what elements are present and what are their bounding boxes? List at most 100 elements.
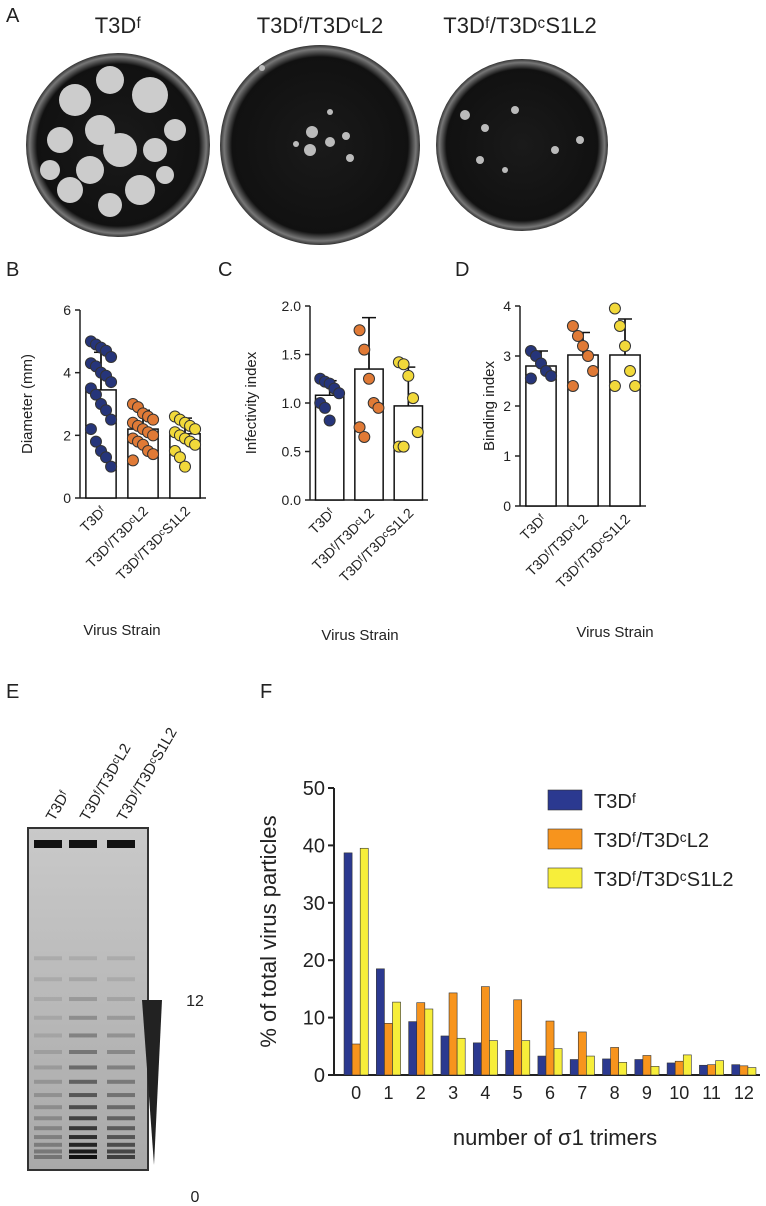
bar: [610, 1047, 619, 1076]
bar: [359, 847, 369, 1076]
bar: [602, 1058, 611, 1076]
x-tick-label: 5: [513, 1083, 523, 1103]
data-point: [147, 448, 160, 461]
x-tick-label: T3Dᶠ: [517, 511, 549, 543]
y-axis-label: Infectivity index: [243, 351, 260, 454]
y-tick-label: 30: [303, 893, 325, 915]
band: [69, 997, 97, 1002]
x-tick-label: 6: [545, 1083, 555, 1103]
band: [69, 1116, 97, 1121]
band: [69, 956, 97, 961]
data-point: [571, 330, 584, 342]
y-axis-label: % of total virus particles: [256, 815, 281, 1047]
bar: [682, 1054, 692, 1076]
band: [69, 1135, 97, 1140]
band: [107, 1050, 135, 1054]
x-tick-label: 12: [734, 1083, 754, 1103]
data-point: [397, 358, 410, 371]
data-point: [358, 343, 371, 356]
band: [107, 1142, 135, 1147]
bar: [489, 1040, 498, 1076]
panel-label: F: [260, 681, 272, 703]
band: [69, 1050, 97, 1054]
x-tick-label: 8: [610, 1083, 620, 1103]
bar: [521, 1040, 531, 1076]
band: [107, 956, 135, 961]
data-point: [84, 423, 97, 436]
band: [107, 1093, 135, 1098]
band: [34, 1116, 62, 1121]
x-axis-label: Virus Strain: [83, 622, 160, 639]
x-axis-label: Virus Strain: [321, 627, 398, 644]
band: [69, 1142, 97, 1147]
bar: [666, 1062, 676, 1076]
plate: [436, 59, 608, 231]
data-point: [566, 320, 579, 332]
y-tick-label: 4: [503, 298, 511, 314]
bar: [343, 852, 353, 1076]
band: [69, 1105, 97, 1110]
data-point: [147, 429, 160, 442]
bar: [634, 1059, 644, 1076]
data-point: [397, 440, 410, 453]
band: [69, 1155, 97, 1159]
bar: [577, 1031, 587, 1076]
band: [34, 1093, 62, 1098]
band: [107, 1126, 135, 1131]
x-tick-label: 9: [642, 1083, 652, 1103]
plate-title: T3Dᶠ/T3DᶜL2: [257, 13, 384, 38]
x-tick-label: 10: [669, 1083, 689, 1103]
panel-label: A: [6, 5, 20, 27]
x-tick-label: T3Dᶠ: [306, 505, 338, 537]
x-tick-label: 7: [577, 1083, 587, 1103]
well: [34, 840, 62, 848]
data-point: [189, 438, 202, 451]
legend-swatch: [547, 867, 583, 889]
bar: [424, 1008, 434, 1076]
band: [107, 1065, 135, 1070]
band: [34, 997, 62, 1002]
data-point: [629, 380, 642, 392]
data-point: [587, 365, 600, 377]
band: [107, 1033, 135, 1038]
well: [107, 840, 135, 848]
y-tick-label: 20: [303, 950, 325, 972]
bar: [715, 1060, 724, 1076]
bar: [456, 1037, 466, 1076]
data-point: [100, 451, 113, 464]
y-axis-label: Diameter (mm): [19, 354, 36, 454]
band: [34, 1135, 62, 1140]
bar: [392, 1001, 401, 1076]
plate-title: T3Dᶠ/T3DᶜS1L2: [443, 13, 596, 38]
bar: [609, 354, 641, 507]
panel-label: E: [6, 681, 19, 703]
bar: [545, 1020, 555, 1076]
band: [107, 1079, 135, 1084]
y-tick-label: 2.0: [282, 298, 302, 314]
data-point: [372, 401, 385, 414]
x-tick-label: T3Dᶠ/T3DᶜS1L2: [113, 503, 194, 584]
band: [34, 1155, 62, 1159]
legend-label: T3Dᶠ/T3DᶜS1L2: [594, 869, 734, 891]
band: [107, 997, 135, 1002]
band: [107, 1116, 135, 1121]
bar: [314, 394, 345, 501]
band: [69, 977, 97, 982]
data-point: [189, 423, 202, 436]
bar: [376, 968, 385, 1076]
data-point: [105, 351, 118, 363]
bar: [384, 1023, 393, 1076]
data-point: [105, 376, 118, 389]
y-tick-label: 3: [503, 348, 511, 364]
x-axis-label: number of σ1 trimers: [453, 1125, 657, 1150]
band: [34, 1149, 62, 1154]
band: [69, 1065, 97, 1070]
bar: [440, 1035, 450, 1076]
data-point: [89, 435, 102, 448]
data-point: [179, 460, 191, 473]
bar: [731, 1064, 741, 1076]
data-point: [566, 380, 579, 392]
data-point: [613, 320, 626, 332]
plate: [220, 45, 420, 245]
bar: [699, 1064, 708, 1076]
